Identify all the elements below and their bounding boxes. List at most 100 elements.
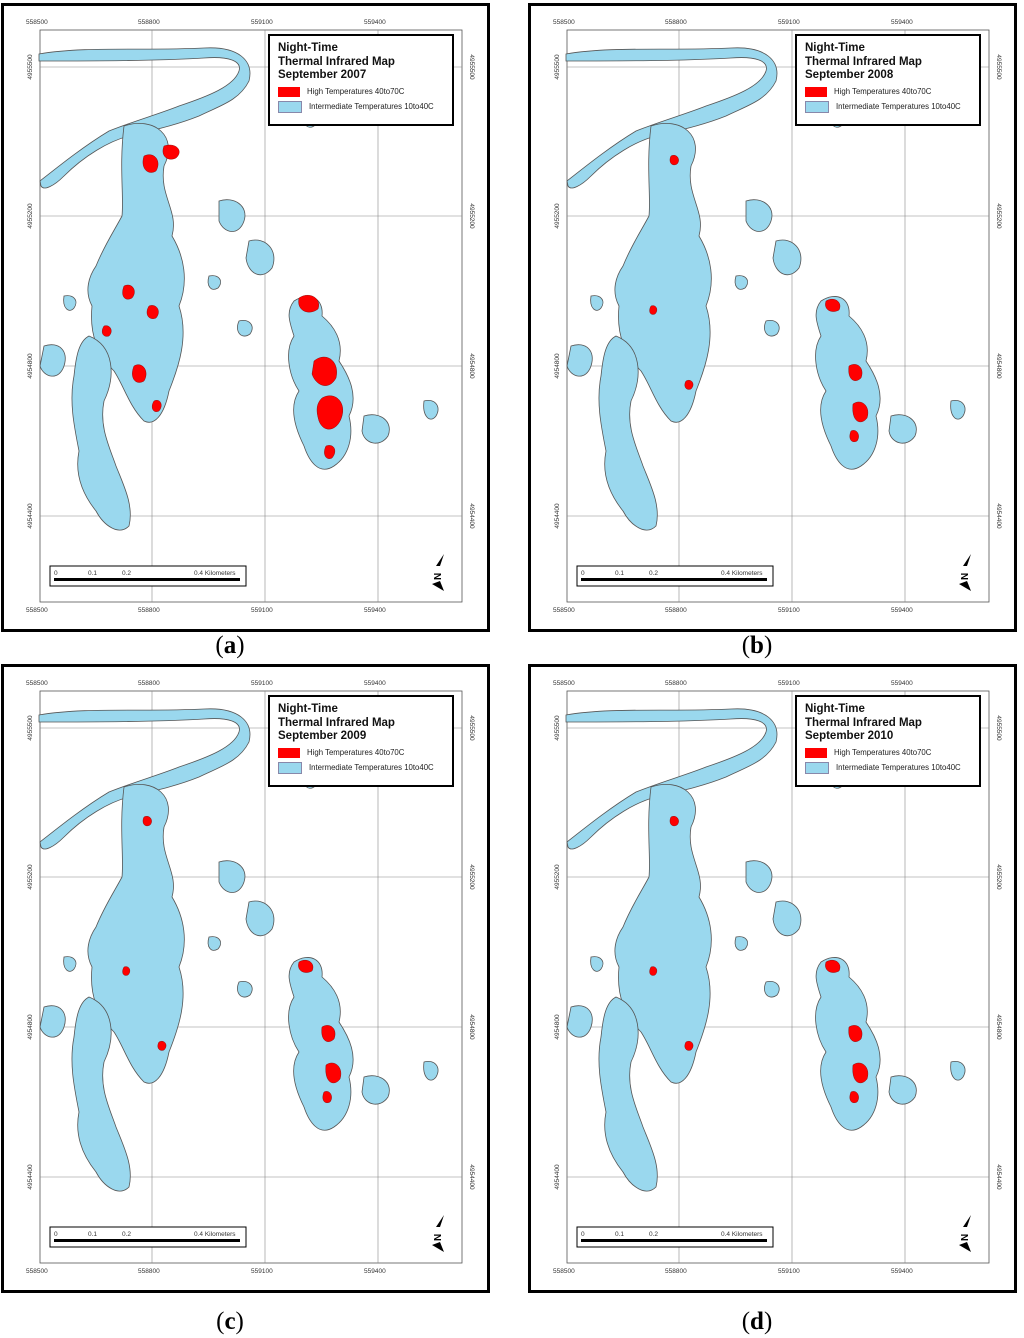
panel-caption: (b)	[741, 632, 773, 659]
easting-label: 558500	[553, 19, 575, 26]
legend-date: September 2008	[805, 69, 894, 81]
northing-label: 4955500	[554, 54, 561, 80]
northing-label: 4955200	[554, 203, 561, 229]
high-temp-area	[321, 1025, 336, 1042]
high-temp-area	[669, 155, 679, 166]
legend-title-line2: Thermal Infrared Map	[805, 55, 922, 68]
easting-label: 559100	[251, 680, 273, 687]
scale-bar-label: 0.2	[122, 570, 131, 577]
high-temp-area	[852, 401, 869, 423]
easting-label: 558500	[553, 680, 575, 687]
easting-label: 558800	[138, 1268, 160, 1275]
high-temp-area	[684, 1041, 694, 1051]
intermediate-temp-area	[950, 1060, 966, 1081]
high-temp-area	[316, 395, 343, 430]
easting-label: 558800	[665, 1268, 687, 1275]
intermediate-temp-area	[63, 295, 77, 311]
intermediate-label: Intermediate Temperatures 10to40C	[836, 102, 961, 111]
north-letter: N	[960, 1234, 971, 1241]
high-temp-area	[649, 305, 658, 315]
scale-bar-label: 0.4 Kilometers	[721, 570, 763, 577]
northing-label: 4955500	[27, 54, 34, 80]
high-swatch	[805, 86, 827, 97]
northing-label: 4955200	[27, 864, 34, 890]
legend-title-line1: Night-Time	[805, 703, 865, 715]
intermediate-temp-area	[245, 239, 275, 276]
intermediate-temp-area	[87, 784, 185, 1084]
intermediate-temp-area	[207, 936, 221, 951]
easting-label: 559400	[364, 607, 386, 614]
high-temp-area	[849, 1091, 859, 1103]
intermediate-temp-area	[566, 1005, 593, 1038]
easting-label: 559100	[778, 680, 800, 687]
northing-label: 4954400	[995, 503, 1002, 529]
legend-title-line2: Thermal Infrared Map	[278, 716, 395, 729]
intermediate-temp-area	[815, 957, 881, 1131]
northing-label: 4955200	[995, 864, 1002, 890]
legend: Night-Time Thermal Infrared Map Septembe…	[268, 695, 454, 787]
easting-label: 559400	[364, 19, 386, 26]
scale-bar-line	[54, 1239, 240, 1242]
scale-bar-label: 0.2	[649, 570, 658, 577]
northing-label: 4955200	[995, 203, 1002, 229]
high-temp-area	[852, 1062, 869, 1084]
legend-row-high: High Temperatures 40to70C	[278, 86, 444, 97]
northing-label: 4954800	[995, 1014, 1002, 1040]
easting-label: 558500	[26, 607, 48, 614]
intermediate-swatch	[278, 100, 302, 113]
legend-row-intermediate: Intermediate Temperatures 10to40C	[278, 761, 444, 774]
intermediate-temp-area	[815, 296, 881, 470]
high-temp-area	[825, 298, 841, 312]
intermediate-temp-area	[39, 344, 66, 377]
northing-label: 4954800	[468, 353, 475, 379]
legend-date: September 2007	[278, 69, 367, 81]
intermediate-temp-area	[590, 295, 604, 311]
easting-label: 559100	[251, 1268, 273, 1275]
north-arrow-icon	[432, 1215, 444, 1252]
panel-letter: a	[223, 632, 237, 659]
intermediate-temp-area	[87, 123, 185, 423]
high-temp-area	[649, 966, 658, 976]
scale-bar-label: 0.1	[615, 570, 624, 577]
legend-title-line2: Thermal Infrared Map	[278, 55, 395, 68]
high-temp-area	[142, 816, 152, 827]
easting-label: 558800	[138, 607, 160, 614]
north-letter: N	[433, 573, 444, 580]
intermediate-temp-area	[764, 319, 780, 337]
legend-row-intermediate: Intermediate Temperatures 10to40C	[805, 761, 971, 774]
easting-label: 559100	[251, 19, 273, 26]
legend-row-high: High Temperatures 40to70C	[278, 747, 444, 758]
thermal-map: 558500 558500 558800 558800 559100 559100 5594…	[26, 680, 475, 1275]
panel-letter: b	[750, 632, 764, 659]
easting-label: 559400	[364, 680, 386, 687]
intermediate-temp-area	[218, 860, 246, 893]
panel-caption: (c)	[216, 1308, 244, 1335]
intermediate-temp-area	[764, 980, 780, 998]
high-temp-area	[298, 295, 319, 313]
northing-label: 4955200	[468, 203, 475, 229]
intermediate-temp-area	[237, 319, 253, 337]
panel-caption: (a)	[215, 632, 245, 659]
high-temp-area	[146, 305, 159, 319]
intermediate-temp-area	[38, 47, 251, 189]
north-arrow-icon	[959, 554, 971, 591]
map-panel-b: 558500 558500 558800 558800 559100 559100 5594…	[528, 3, 1017, 632]
intermediate-temp-area	[566, 344, 593, 377]
scale-bar-label: 0.1	[615, 1231, 624, 1238]
high-temp-area	[162, 144, 180, 160]
legend-row-intermediate: Intermediate Temperatures 10to40C	[278, 100, 444, 113]
intermediate-temp-area	[237, 980, 253, 998]
easting-label: 559100	[778, 19, 800, 26]
legend-date: September 2010	[805, 730, 894, 742]
high-temp-area	[849, 430, 859, 442]
intermediate-temp-area	[734, 275, 748, 290]
intermediate-temp-area	[288, 957, 354, 1131]
high-label: High Temperatures 40to70C	[307, 87, 405, 96]
high-temp-area	[157, 1041, 167, 1051]
easting-label: 558800	[665, 19, 687, 26]
easting-label: 559400	[891, 19, 913, 26]
intermediate-swatch	[805, 761, 829, 774]
scale-bar-label: 0	[581, 1231, 585, 1238]
easting-label: 558500	[553, 607, 575, 614]
scale-bar-label: 0	[54, 570, 58, 577]
